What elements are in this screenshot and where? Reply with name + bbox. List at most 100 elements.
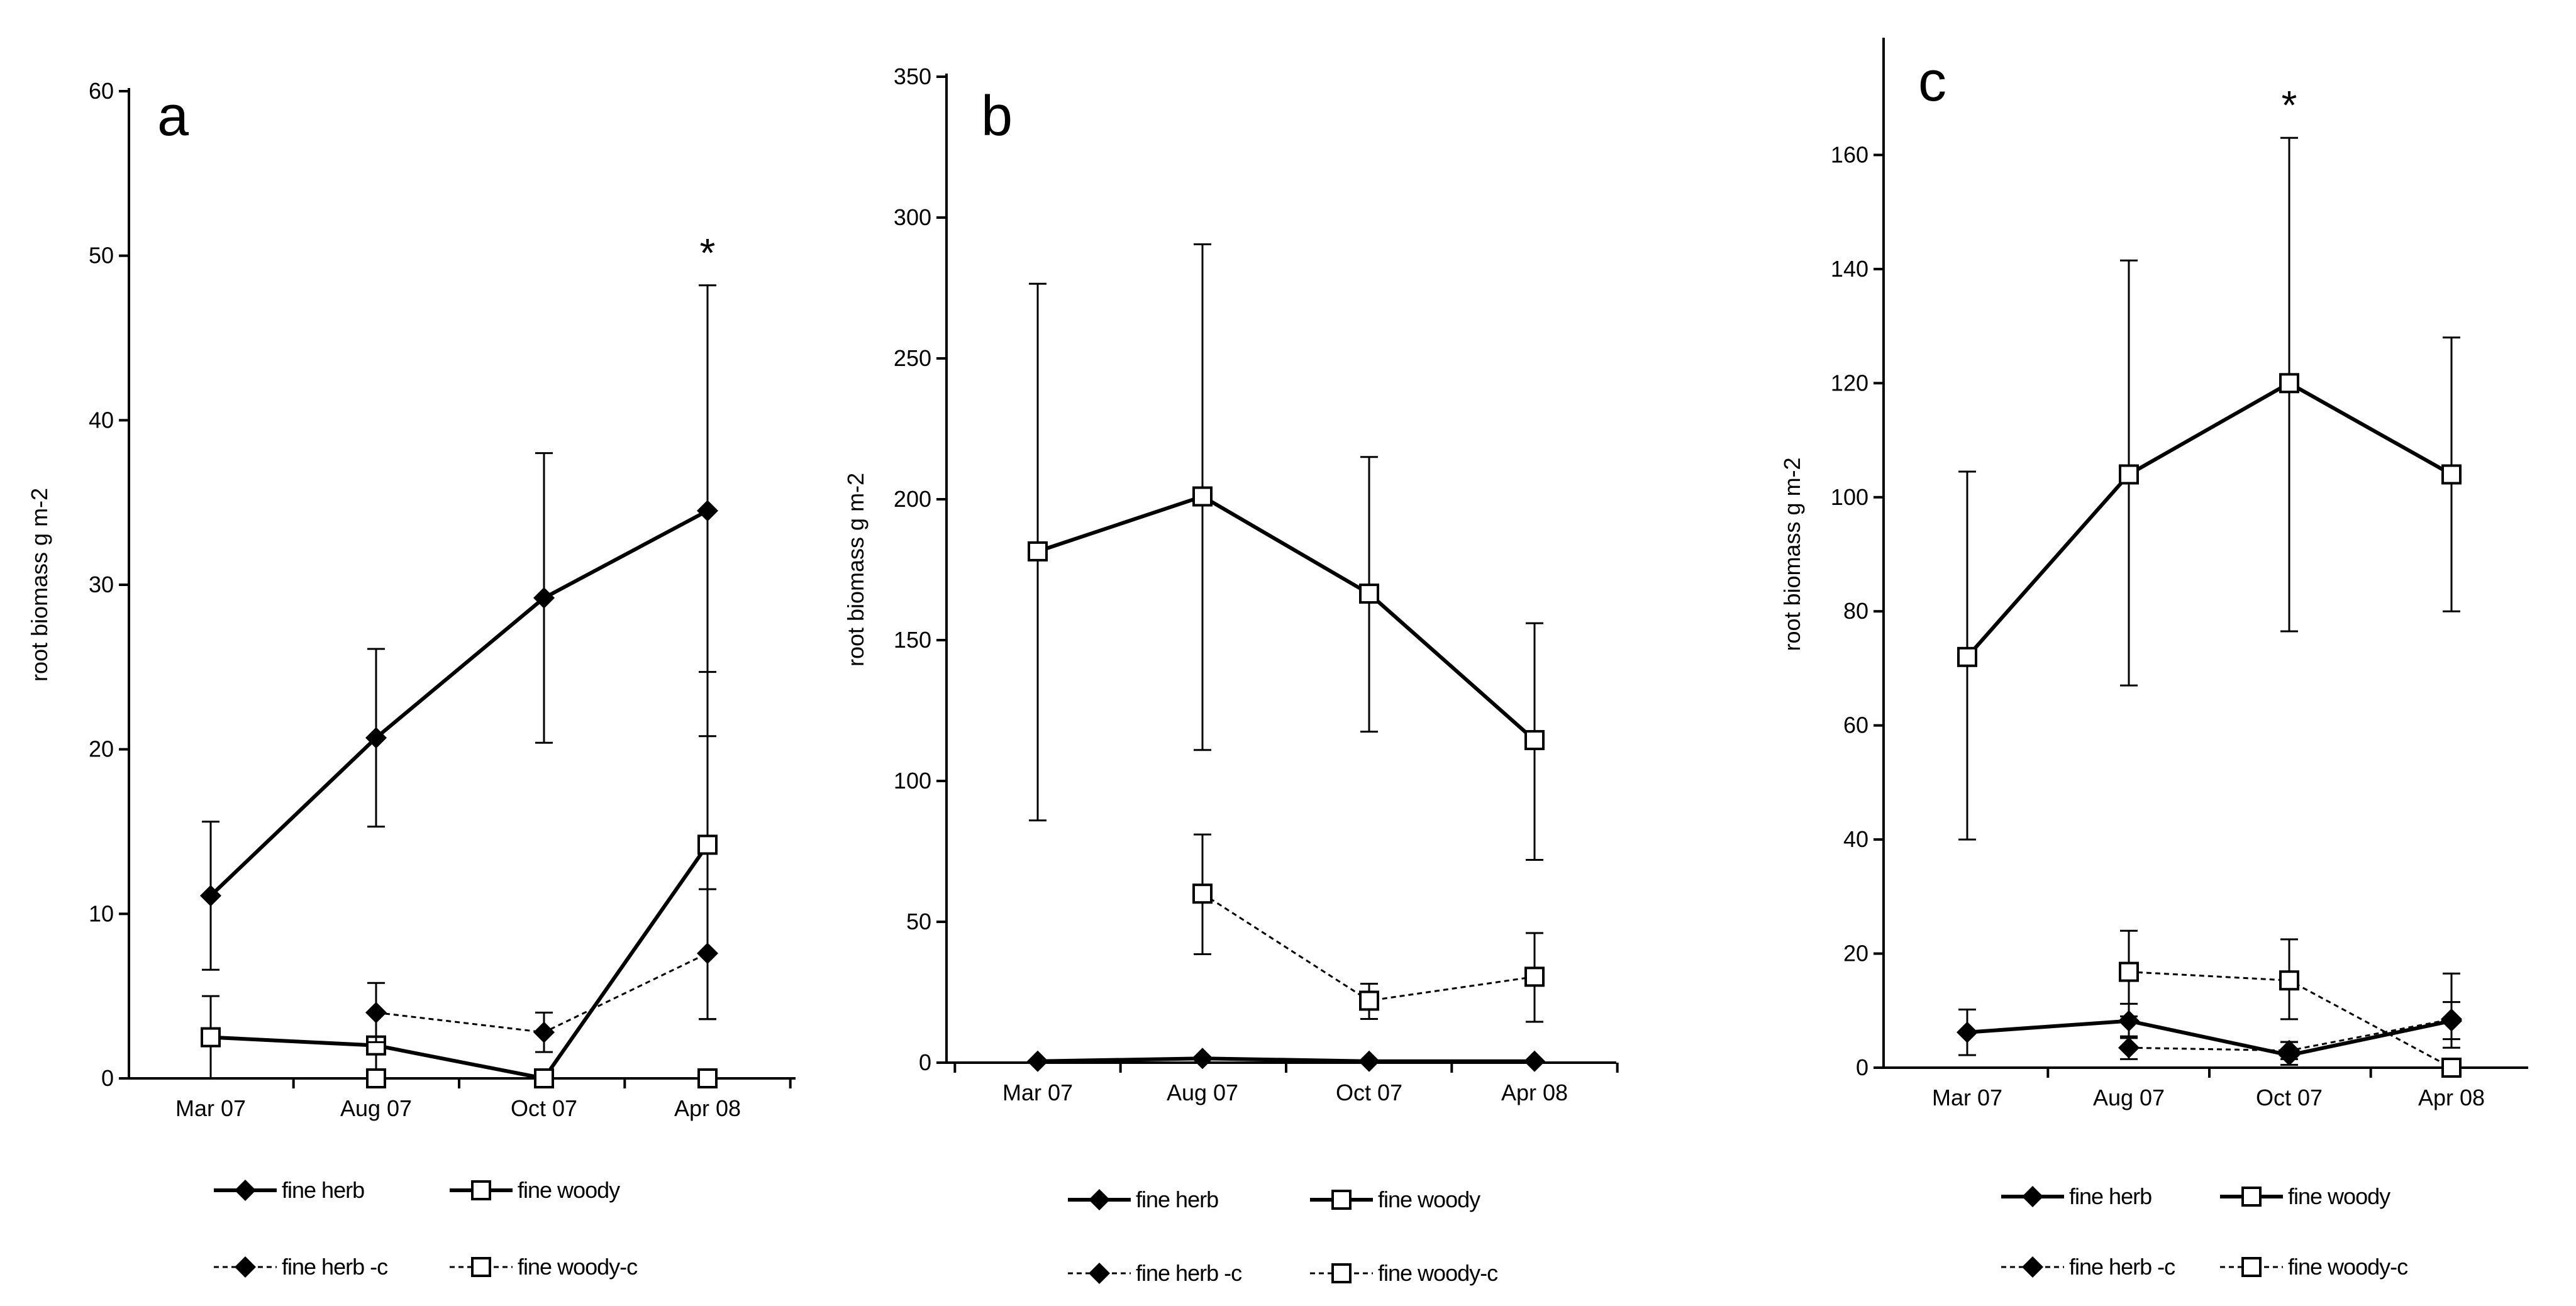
- significance-star: *: [700, 230, 716, 275]
- data-point: [1359, 990, 1379, 1011]
- y-tick-label: 50: [89, 243, 114, 268]
- legend-label: fine woody: [518, 1177, 620, 1203]
- legend-item: fine woody: [2220, 1183, 2391, 1209]
- data-point: [2279, 970, 2299, 991]
- series-fine-herb: [1957, 972, 2462, 1066]
- data-point: [1359, 584, 1379, 604]
- data-point: [2441, 464, 2462, 485]
- data-point: [2119, 464, 2139, 485]
- y-tick-label: 100: [894, 768, 931, 794]
- legend-item: fine herb -c: [2001, 1254, 2176, 1280]
- legend-marker: [2022, 1256, 2043, 1278]
- y-tick-label: 140: [1831, 256, 1868, 282]
- series-fine-woody-c: [366, 1068, 718, 1088]
- data-point: [533, 587, 555, 609]
- legend-marker: [1089, 1263, 1110, 1284]
- legend-label: fine herb -c: [282, 1254, 388, 1280]
- y-tick-label: 160: [1831, 141, 1868, 167]
- legend-item: fine herb -c: [1068, 1260, 1243, 1286]
- x-tick-label: Aug 07: [1167, 1080, 1238, 1105]
- legend-marker: [2241, 1187, 2262, 1207]
- legend-label: fine woody-c: [1378, 1260, 1498, 1286]
- legend-marker: [1331, 1263, 1352, 1283]
- data-point: [366, 1068, 386, 1088]
- legend-item: fine woody-c: [1310, 1260, 1499, 1286]
- series-line: [1965, 380, 2453, 658]
- panel-a: 0 10 20 30 40 50 60 Mar 07 Aug 07 Oct 07 Apr 08 roo…: [26, 78, 796, 1280]
- legend-marker: [235, 1256, 256, 1278]
- y-tick-label: 20: [89, 736, 114, 762]
- legend-item: fine woody-c: [450, 1254, 638, 1280]
- series-fine-herb-c: [365, 888, 718, 1053]
- panel-label: b: [981, 85, 1013, 148]
- x-tick-label: Oct 07: [511, 1095, 577, 1121]
- data-point: [1192, 1048, 1213, 1070]
- data-point: [697, 1068, 718, 1088]
- series-line: [1037, 1056, 1535, 1063]
- y-tick-label: 0: [1856, 1054, 1868, 1080]
- data-point: [1192, 486, 1213, 507]
- data-point: [365, 727, 387, 749]
- legend-marker: [471, 1257, 491, 1277]
- x-tick-label: Mar 07: [1932, 1085, 2002, 1110]
- data-point: [201, 1027, 221, 1048]
- x-tick-label: Apr 08: [674, 1095, 741, 1121]
- y-tick-label: 250: [894, 345, 931, 371]
- data-point: [365, 1002, 387, 1024]
- y-tick-label: 0: [919, 1049, 931, 1075]
- legend-label: fine woody: [2288, 1183, 2390, 1209]
- data-point: [1027, 1050, 1048, 1072]
- legend-item: fine woody: [1310, 1187, 1481, 1212]
- legend-item: fine herb: [1068, 1187, 1219, 1212]
- legend-label: fine woody-c: [518, 1254, 638, 1280]
- data-point: [533, 1021, 555, 1043]
- data-point: [2441, 1008, 2462, 1030]
- data-point: [1524, 730, 1545, 751]
- x-tick-label: Aug 07: [340, 1095, 412, 1121]
- y-tick-label: 30: [89, 572, 114, 597]
- legend-label: fine woody: [1378, 1187, 1480, 1212]
- data-point: [1192, 883, 1213, 904]
- data-point: [697, 500, 718, 522]
- series-fine-herb: [1027, 1048, 1545, 1072]
- legend-marker: [235, 1180, 256, 1201]
- legend-item: fine woody-c: [2220, 1254, 2409, 1280]
- legend-label: fine herb: [282, 1177, 364, 1203]
- data-point: [1957, 1021, 1978, 1043]
- y-tick-label: 40: [1843, 826, 1868, 852]
- panel-label: a: [157, 85, 189, 148]
- data-point: [1028, 541, 1048, 562]
- series-fine-woody-c: [2119, 929, 2462, 1078]
- legend-label: fine herb -c: [2069, 1254, 2175, 1280]
- data-point: [1524, 966, 1545, 987]
- legend-item: fine herb: [214, 1177, 365, 1203]
- y-axis-label: root biomass g m-2: [26, 488, 52, 682]
- y-tick-label: 60: [1843, 712, 1868, 738]
- y-tick-label: 20: [1843, 941, 1868, 966]
- data-point: [697, 834, 718, 855]
- data-point: [200, 885, 221, 907]
- legend-item: fine woody: [450, 1177, 621, 1203]
- series-line: [209, 509, 709, 897]
- series-line: [210, 843, 709, 1081]
- series-fine-woody: [1957, 136, 2462, 841]
- data-point: [534, 1068, 554, 1088]
- x-tick-label: Oct 07: [2256, 1085, 2323, 1110]
- legend-marker: [2241, 1257, 2262, 1277]
- y-tick-label: 0: [101, 1065, 114, 1091]
- legend-marker: [2022, 1186, 2043, 1207]
- data-point: [697, 943, 718, 965]
- legend-label: fine herb: [1136, 1187, 1218, 1212]
- y-tick-label: 120: [1831, 370, 1868, 396]
- series-fine-herb: [200, 284, 718, 971]
- y-tick-label: 200: [894, 486, 931, 512]
- x-tick-label: Mar 07: [175, 1095, 246, 1121]
- series-fine-woody: [1028, 243, 1545, 861]
- legend-marker: [1331, 1190, 1352, 1210]
- data-point: [2279, 1039, 2300, 1061]
- y-axis-label: root biomass g m-2: [1779, 457, 1805, 651]
- y-tick-label: 80: [1843, 598, 1868, 624]
- y-tick-label: 350: [894, 64, 931, 89]
- series-fine-woody: [201, 671, 718, 1088]
- legend-marker: [1089, 1189, 1110, 1210]
